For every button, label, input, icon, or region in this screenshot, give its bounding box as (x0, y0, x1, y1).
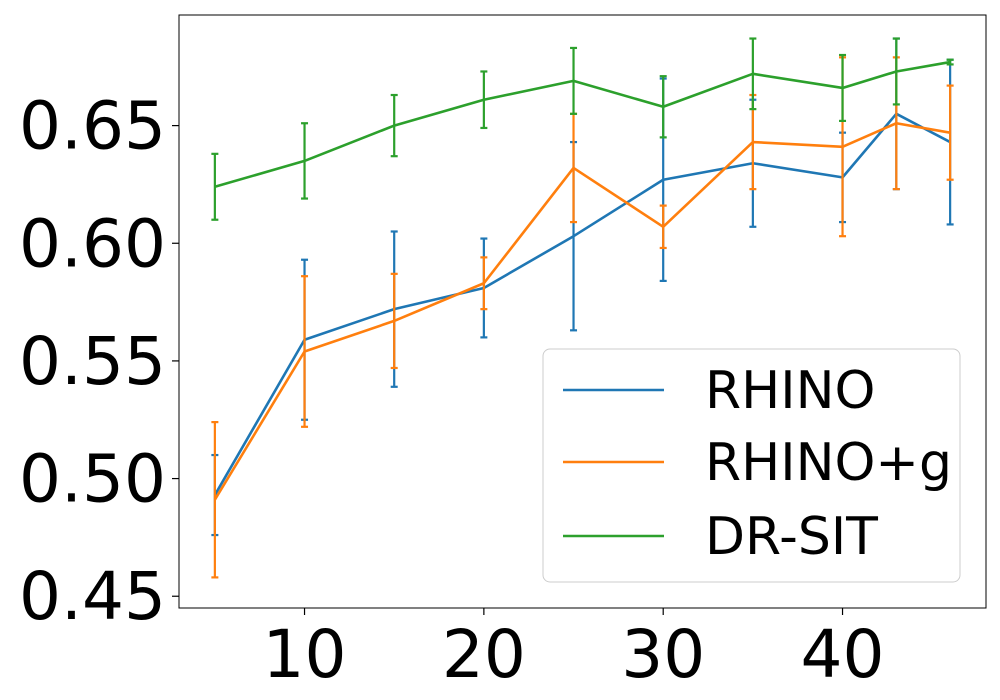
series-line (214, 60, 951, 189)
series-line (213, 112, 951, 496)
series-line (213, 121, 951, 501)
y-tick-label: 0.55 (19, 323, 166, 400)
legend-label: DR-SIT (705, 507, 878, 567)
x-tick-label: 40 (801, 616, 885, 693)
series-rhino-g (211, 56, 954, 579)
legend-box (542, 348, 961, 583)
legend-label: RHINO+g (705, 433, 952, 493)
legend-label: RHINO (705, 361, 875, 421)
series-dr-sit (211, 37, 954, 221)
x-tick-label: 20 (442, 616, 526, 693)
axis-layer: 10 20 30 40 0.45 0.50 0.55 0.60 0.65 (19, 88, 884, 693)
y-tick-label: 0.60 (19, 205, 166, 282)
plot-frame (178, 14, 987, 609)
y-tick-label: 0.65 (19, 88, 166, 165)
x-tick-label: 10 (263, 616, 347, 693)
y-tick-label: 0.50 (19, 441, 166, 518)
series-layer (211, 37, 954, 579)
y-tick-label: 0.45 (19, 558, 166, 635)
legend: RHINO RHINO+g DR-SIT (542, 348, 961, 583)
x-tick-label: 30 (621, 616, 705, 693)
